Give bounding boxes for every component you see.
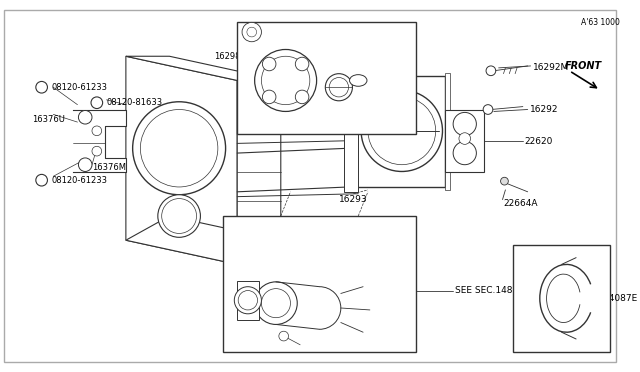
Text: 16395: 16395 (246, 32, 273, 41)
Circle shape (453, 112, 476, 136)
Text: B: B (39, 85, 44, 90)
Text: 16293: 16293 (339, 195, 367, 204)
Text: 16292: 16292 (530, 105, 558, 114)
Circle shape (92, 146, 102, 156)
Circle shape (255, 49, 317, 112)
Circle shape (486, 66, 496, 76)
Bar (445, 109, 484, 173)
Text: 14087E: 14087E (604, 294, 639, 303)
Circle shape (36, 81, 47, 93)
Circle shape (238, 291, 257, 310)
Bar (237, 281, 259, 320)
Bar (445, 73, 450, 190)
Text: FRONT: FRONT (564, 61, 602, 71)
Circle shape (295, 90, 309, 104)
Text: 16376U: 16376U (32, 115, 65, 124)
Polygon shape (126, 56, 281, 80)
Circle shape (79, 158, 92, 171)
Circle shape (79, 110, 92, 124)
Text: 08120-61233: 08120-61233 (51, 83, 108, 92)
Circle shape (92, 126, 102, 136)
Text: SEE SEC.148: SEE SEC.148 (455, 286, 513, 295)
Circle shape (262, 90, 276, 104)
Circle shape (500, 177, 508, 185)
Text: 08120-61233: 08120-61233 (51, 176, 108, 185)
Text: 08120-81633: 08120-81633 (106, 98, 163, 107)
Circle shape (295, 57, 309, 71)
Bar (353, 76, 445, 187)
Circle shape (162, 199, 196, 234)
Circle shape (325, 74, 353, 101)
Text: 22620: 22620 (525, 137, 553, 146)
Circle shape (459, 133, 470, 144)
Polygon shape (237, 80, 281, 264)
Circle shape (255, 282, 297, 324)
Circle shape (483, 105, 493, 114)
Circle shape (132, 102, 225, 195)
Bar (344, 71, 358, 192)
Circle shape (36, 174, 47, 186)
Circle shape (247, 27, 257, 37)
Circle shape (261, 289, 291, 318)
Text: 16395N: 16395N (259, 102, 292, 111)
Text: 16298: 16298 (214, 52, 240, 61)
Circle shape (242, 22, 261, 42)
Polygon shape (126, 56, 237, 264)
Text: B: B (94, 100, 99, 105)
Polygon shape (126, 216, 281, 264)
Circle shape (234, 287, 261, 314)
Bar (513, 245, 610, 352)
Circle shape (140, 109, 218, 187)
Text: 16376M: 16376M (92, 163, 126, 172)
Text: 22664A: 22664A (504, 199, 538, 208)
Circle shape (91, 97, 102, 109)
Circle shape (262, 57, 276, 71)
Ellipse shape (349, 75, 367, 86)
Bar (237, 22, 417, 134)
Circle shape (361, 90, 442, 171)
Circle shape (158, 195, 200, 237)
Circle shape (368, 97, 436, 165)
Text: 16292M: 16292M (532, 63, 569, 73)
Text: 16290M: 16290M (324, 122, 358, 131)
Bar (223, 216, 417, 352)
Circle shape (329, 77, 349, 97)
Circle shape (453, 141, 476, 165)
Circle shape (279, 331, 289, 341)
Circle shape (261, 56, 310, 105)
Text: 16290: 16290 (344, 98, 370, 107)
Polygon shape (72, 109, 126, 173)
Text: B: B (39, 178, 44, 183)
Text: A'63 1000: A'63 1000 (581, 18, 620, 27)
